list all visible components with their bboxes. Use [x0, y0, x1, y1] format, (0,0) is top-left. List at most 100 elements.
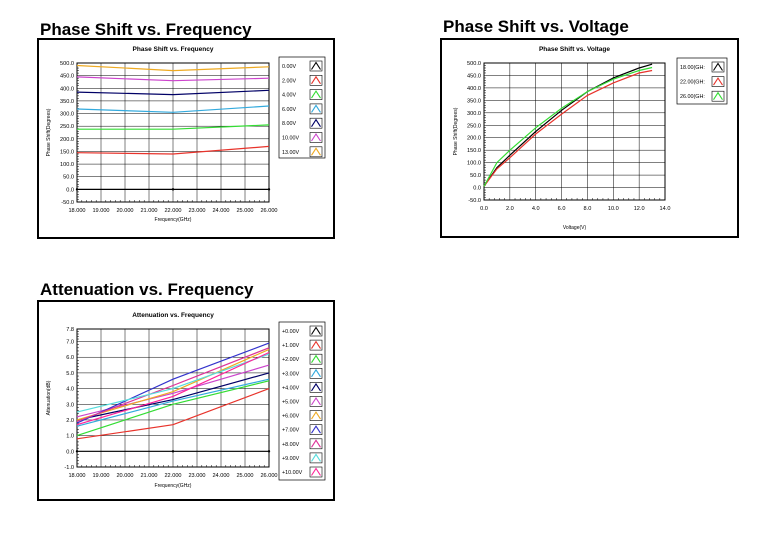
heading-attenuation-vs-frequency: Attenuation vs. Frequency [40, 280, 254, 299]
legend-label: +3.00V [282, 371, 300, 377]
y-tick-label: 300.0 [60, 112, 74, 118]
x-tick-label: 8.0 [584, 206, 592, 212]
series-line-9 [76, 353, 270, 413]
series-line-5 [76, 76, 270, 82]
legend-label: 0.00V [282, 64, 296, 70]
data-point [75, 450, 79, 453]
y-tick-label: -50.0 [468, 198, 481, 204]
series-line-4 [76, 89, 270, 96]
x-tick-label: 22.000 [164, 208, 181, 214]
y-tick-label: 0.0 [473, 186, 481, 192]
legend-swatch-box [309, 452, 323, 464]
x-tick-label: 26.000 [260, 473, 277, 479]
data-point [171, 450, 175, 453]
legend-swatch-line [311, 118, 321, 127]
x-tick-label: 23.000 [188, 473, 205, 479]
y-axis-label: Attenuation(dB) [46, 380, 52, 415]
legend-swatch-line [311, 326, 321, 335]
y-tick-label: 7.8 [66, 327, 74, 333]
series-line-7 [76, 342, 270, 424]
legend-label: +1.00V [282, 343, 300, 349]
legend-label: +6.00V [282, 414, 300, 420]
x-tick-label: 6.0 [558, 206, 566, 212]
chart-panel-phase-frequency: Phase Shift vs. Frequency 18.000 19.000 20.… [37, 38, 335, 239]
legend-swatch-box [309, 353, 323, 365]
legend-swatch-box [309, 410, 323, 421]
legend-swatch-box [309, 368, 323, 379]
legend-swatch-box [309, 132, 323, 143]
legend-swatch-line [311, 90, 321, 99]
legend-swatch-box [711, 76, 725, 87]
legend-swatch-box [309, 382, 323, 393]
legend-swatch-box [309, 117, 323, 129]
x-tick-label: 19.000 [92, 473, 109, 479]
x-tick-label: 10.0 [608, 206, 619, 212]
y-axis-label: Phase Shift(Degrees) [46, 108, 52, 156]
y-tick-label: 7.0 [66, 340, 74, 346]
y-tick-label: 50.0 [470, 173, 481, 179]
y-tick-label: 2.0 [66, 418, 74, 424]
legend-swatch-box [309, 325, 323, 337]
legend-swatch-line [311, 439, 321, 448]
legend-swatch-box [711, 61, 725, 73]
data-point [267, 450, 271, 453]
series-line-8 [76, 347, 270, 423]
legend-label: +2.00V [282, 357, 300, 363]
legend-swatch-box [309, 339, 323, 351]
y-tick-label: 500.0 [60, 61, 74, 67]
legend-label: +5.00V [282, 400, 300, 406]
y-tick-label: 250.0 [467, 123, 481, 129]
legend-swatch-line [311, 453, 321, 462]
legend-swatch-line [311, 425, 321, 434]
series-line-1 [76, 388, 270, 440]
series-line-2 [76, 380, 270, 437]
legend-label: 10.00V [282, 136, 299, 142]
x-axis-label: Voltage(V) [563, 225, 587, 231]
y-tick-label: 0.0 [66, 187, 74, 193]
series-line-2 [483, 66, 653, 187]
legend-label: +8.00V [282, 442, 300, 448]
legend-swatch-box [309, 396, 323, 407]
y-tick-label: 350.0 [467, 98, 481, 104]
legend-label: 4.00V [282, 93, 296, 99]
x-tick-label: 24.000 [212, 208, 229, 214]
legend-swatch-line [311, 396, 321, 406]
y-tick-label: 450.0 [467, 73, 481, 79]
x-tick-label: 19.000 [92, 208, 109, 214]
chart-title: Phase Shift vs. Frequency [133, 46, 214, 53]
series-line-0 [483, 63, 653, 187]
legend-swatch-line [311, 368, 321, 378]
y-tick-label: 4.0 [66, 387, 74, 393]
y-tick-label: -1.0 [64, 465, 74, 471]
y-tick-label: 300.0 [467, 111, 481, 117]
series-line-1 [483, 69, 653, 187]
series-line-10 [76, 351, 270, 426]
y-tick-label: 0.0 [66, 449, 74, 455]
x-tick-label: 25.000 [236, 473, 253, 479]
legend-label: +7.00V [282, 428, 300, 434]
y-tick-label: 200.0 [467, 136, 481, 142]
y-tick-label: 150.0 [60, 149, 74, 155]
chart-phase-vs-frequency: Phase Shift vs. Frequency 18.000 19.000 20.… [46, 46, 326, 223]
heading-phase-vs-frequency: Phase Shift vs. Frequency [40, 20, 252, 39]
legend-swatch-box [309, 103, 323, 115]
chart-title: Phase Shift vs. Voltage [539, 46, 610, 53]
series-line-3 [76, 105, 270, 113]
x-tick-label: 22.000 [164, 473, 181, 479]
legend-swatch-line [713, 77, 723, 86]
x-tick-label: 18.000 [68, 473, 85, 479]
legend-swatch-box [309, 60, 323, 72]
y-tick-label: 200.0 [60, 137, 74, 143]
x-tick-label: 18.000 [68, 208, 85, 214]
chart-panel-attenuation-frequency: Attenuation vs. Frequency 18.000 19.000 20.… [37, 300, 335, 501]
x-tick-label: 14.0 [660, 206, 671, 212]
y-tick-label: 3.0 [66, 402, 74, 408]
legend-swatch-box [711, 90, 725, 102]
y-tick-label: 400.0 [467, 86, 481, 92]
x-tick-label: 20.000 [116, 473, 133, 479]
legend-label: +4.00V [282, 385, 300, 391]
x-tick-label: 4.0 [532, 206, 540, 212]
series-line-4 [76, 372, 270, 421]
heading-phase-vs-voltage: Phase Shift vs. Voltage [443, 17, 629, 36]
y-tick-label: 350.0 [60, 99, 74, 105]
